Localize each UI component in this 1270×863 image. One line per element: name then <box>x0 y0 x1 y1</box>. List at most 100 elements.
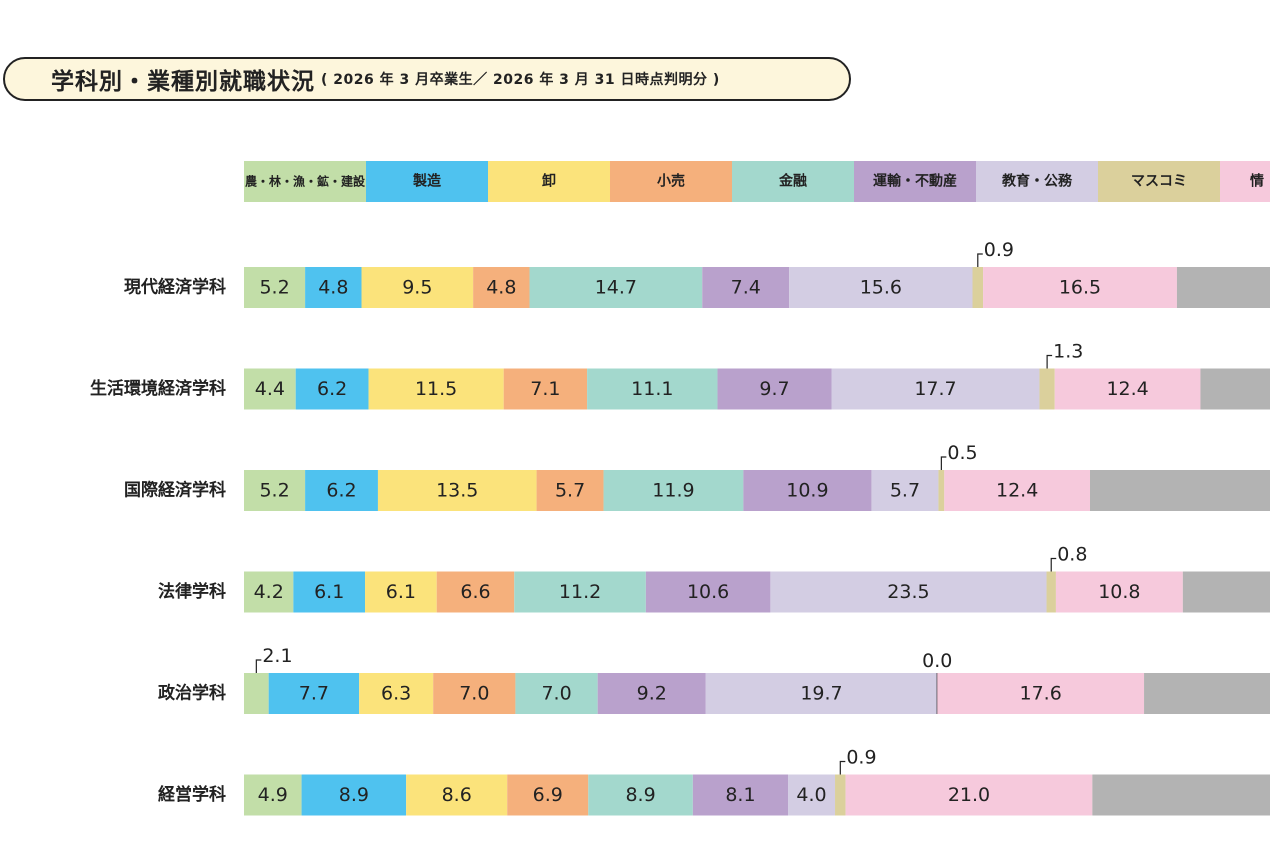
data-label: 11.2 <box>559 581 601 603</box>
bar-segment <box>770 571 1047 613</box>
bar-segment <box>1054 368 1201 410</box>
data-label: 7.1 <box>530 378 560 400</box>
bar-segment <box>788 774 836 816</box>
bar-segment <box>944 470 1090 511</box>
data-label: 4.9 <box>258 784 288 806</box>
data-label: 21.0 <box>948 784 990 806</box>
bar-segment <box>692 774 789 816</box>
row-label: 経営学科 <box>158 784 226 805</box>
row-label: 現代経済学科 <box>124 277 226 298</box>
data-label: 8.1 <box>725 784 755 806</box>
data-label: 13.5 <box>436 480 478 502</box>
legend-label: 運輸・不動産 <box>873 173 957 190</box>
bar-segment <box>473 267 530 308</box>
bar-segment <box>789 267 973 308</box>
data-label: 15.6 <box>860 277 902 299</box>
legend-label: 農・林・漁・鉱・建設 <box>245 174 366 189</box>
data-label: 7.0 <box>459 683 489 705</box>
data-label: 17.6 <box>1019 683 1061 705</box>
data-label: 6.6 <box>460 581 490 603</box>
bar-segment-other <box>1092 774 1270 816</box>
callout-line <box>940 456 947 470</box>
data-label: 5.2 <box>259 277 289 299</box>
legend-swatch <box>976 161 1098 202</box>
legend-label: 情 <box>1250 173 1264 190</box>
bar-segment <box>514 571 646 613</box>
bar-segment <box>845 774 1093 816</box>
data-label: 5.7 <box>555 480 585 502</box>
data-label: 0.5 <box>947 442 977 464</box>
bar-segment <box>587 368 718 410</box>
legend-swatch <box>488 161 610 202</box>
data-label: 0.0 <box>922 650 952 672</box>
bar-segment <box>305 470 378 511</box>
data-label: 7.0 <box>541 683 571 705</box>
bar-segment <box>293 571 366 613</box>
bar-segment <box>305 267 362 308</box>
bar-segment-other <box>1200 368 1270 410</box>
legend-label: 製造 <box>412 173 441 190</box>
data-label: 4.2 <box>254 581 284 603</box>
bar-segment <box>368 368 504 410</box>
data-label: 8.9 <box>625 784 655 806</box>
bar-segment <box>244 571 294 613</box>
callout-line <box>255 659 262 673</box>
chart-title-box: 学科別・業種別就職状況 ( 2026 年 3 月卒業生／ 2026 年 3 月 … <box>3 57 851 101</box>
data-label: 11.5 <box>415 378 457 400</box>
bar-segment <box>603 470 744 511</box>
bar-segment <box>365 571 437 613</box>
bar-segment-other <box>1090 470 1270 511</box>
bar-segment <box>244 267 306 308</box>
bar-segment <box>1055 571 1183 613</box>
data-label: 6.9 <box>533 784 563 806</box>
data-label: 10.9 <box>786 480 828 502</box>
bar-segment <box>937 673 1145 714</box>
bar-segment <box>244 774 302 816</box>
data-label: 4.0 <box>796 784 826 806</box>
bar-segment <box>361 267 474 308</box>
bar-segment <box>1039 368 1055 410</box>
bar-segment <box>377 470 537 511</box>
bar-segment <box>536 470 604 511</box>
legend-label: 教育・公務 <box>1002 173 1073 190</box>
bar-segment <box>1046 571 1056 613</box>
row-label: 国際経済学科 <box>124 480 226 501</box>
data-label: 0.9 <box>984 239 1014 261</box>
bar-segment <box>597 673 706 714</box>
data-label: 14.7 <box>595 277 637 299</box>
bar-segment <box>436 571 515 613</box>
bar-segment <box>515 673 598 714</box>
legend-swatch <box>854 161 976 202</box>
bar-segment <box>433 673 516 714</box>
bar-segment <box>503 368 588 410</box>
bar-segment <box>645 571 771 613</box>
data-label: 6.2 <box>317 378 347 400</box>
bar-segment-other <box>1176 267 1270 308</box>
legend-swatch <box>366 161 488 202</box>
bar-segment <box>972 267 984 308</box>
data-label: 12.4 <box>996 480 1038 502</box>
data-label: 6.1 <box>314 581 344 603</box>
data-label: 6.3 <box>381 683 411 705</box>
legend-swatch <box>732 161 854 202</box>
data-label: 2.1 <box>262 645 292 667</box>
bar-segment <box>983 267 1177 308</box>
bar-segment <box>717 368 832 410</box>
bar-segment <box>705 673 938 714</box>
bar-segment <box>702 267 790 308</box>
bar-segment <box>268 673 360 714</box>
data-label: 7.7 <box>299 683 329 705</box>
data-label: 17.7 <box>914 378 956 400</box>
bar-segment <box>244 470 306 511</box>
legend-swatch <box>610 161 732 202</box>
bar-segment-other <box>1144 673 1270 714</box>
data-label: 0.9 <box>846 747 876 769</box>
callout-line <box>977 253 983 267</box>
bar-segment <box>244 673 269 714</box>
data-label: 11.9 <box>652 480 694 502</box>
data-label: 8.6 <box>442 784 472 806</box>
data-label: 9.2 <box>637 683 667 705</box>
bar-segment-other <box>1182 571 1270 613</box>
bar-segment <box>244 368 296 410</box>
